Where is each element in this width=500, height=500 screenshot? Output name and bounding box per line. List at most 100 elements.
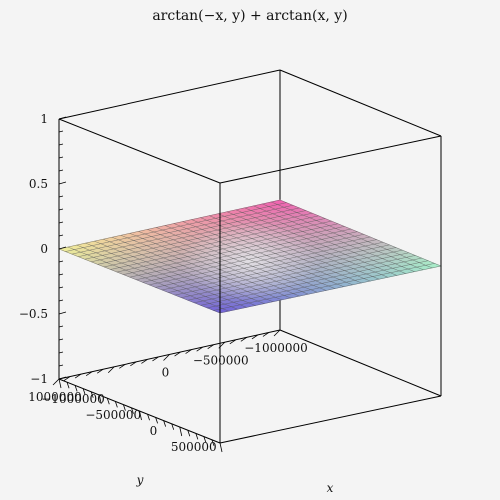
mesh-line	[181, 249, 403, 298]
mesh-line	[156, 227, 318, 293]
y-axis-label: y	[136, 473, 144, 487]
y-tick-mark	[85, 371, 93, 376]
mesh-line	[244, 207, 406, 274]
mesh-line	[97, 215, 319, 265]
mesh-line	[104, 218, 326, 268]
y-tick-mark	[240, 337, 248, 342]
z-tick-mark	[58, 195, 64, 198]
y-tick-mark	[273, 329, 281, 337]
x-tick-mark	[114, 401, 118, 408]
y-tick-mark	[141, 359, 148, 364]
z-tick-mark	[58, 286, 64, 289]
y-tick-mark	[107, 366, 115, 374]
mesh-line	[262, 203, 424, 270]
mesh-line	[91, 212, 313, 263]
x-tick-mark	[211, 439, 215, 446]
y-tick-mark	[74, 373, 82, 379]
surface-mesh	[57, 199, 443, 314]
z-tick-mark	[58, 325, 64, 328]
z-tick-mark	[58, 130, 64, 133]
z-tick-mark	[58, 234, 64, 237]
z-tick-mark	[58, 338, 64, 341]
box-edge	[219, 395, 442, 444]
x-tick-mark	[66, 382, 70, 389]
mesh-line	[67, 246, 229, 312]
x-tick-mark	[219, 442, 223, 453]
y-tick-mark	[163, 354, 170, 361]
x-tick-mark	[155, 417, 158, 424]
y-tick-mark	[262, 332, 270, 337]
z-tick-mark	[58, 143, 64, 146]
mesh-line	[213, 263, 435, 311]
mesh-line	[110, 220, 332, 270]
mesh-line	[65, 202, 287, 252]
x-tick-mark	[131, 407, 134, 414]
box-edge	[58, 118, 221, 184]
box-edge	[219, 135, 442, 184]
z-tick-mark	[58, 273, 64, 276]
mesh-line	[94, 240, 256, 306]
x-tick-mark	[139, 410, 142, 421]
mesh-line	[209, 215, 371, 282]
mesh-line	[129, 228, 351, 278]
z-tick-label: 0	[40, 242, 48, 256]
x-tick-label: 500000	[171, 440, 217, 454]
mesh-line	[78, 207, 300, 257]
x-tick-mark	[106, 398, 110, 405]
x-tick-mark	[171, 423, 175, 430]
mesh-line	[194, 255, 416, 304]
mesh-line	[235, 209, 397, 276]
mesh-line	[164, 225, 327, 291]
z-tick-mark	[58, 246, 67, 250]
box-edge	[279, 69, 442, 137]
mesh-line	[120, 235, 282, 301]
mesh-line	[138, 231, 300, 297]
mesh-line	[219, 265, 442, 314]
mesh-line	[174, 247, 396, 296]
z-tick-mark	[58, 156, 64, 159]
y-tick-mark	[251, 334, 259, 340]
mesh-line	[76, 244, 238, 310]
axis-ticks: 10.50−0.5−1−1000000−50000001000000−10000…	[19, 112, 308, 454]
x-tick-mark	[187, 430, 191, 437]
z-tick-mark	[58, 116, 67, 120]
z-tick-mark	[58, 376, 67, 380]
mesh-line	[161, 241, 384, 291]
mesh-line	[149, 236, 371, 286]
y-tick-mark	[229, 339, 237, 345]
x-tick-mark	[58, 378, 62, 389]
mesh-line	[207, 260, 429, 309]
chart-title: arctan(−x, y) + arctan(x, y)	[152, 8, 347, 24]
x-tick-mark	[123, 404, 126, 411]
y-tick-mark	[185, 349, 192, 354]
z-tick-mark	[58, 351, 64, 354]
x-tick-mark	[98, 394, 102, 405]
mesh-line	[123, 226, 345, 275]
mesh-line	[173, 223, 336, 289]
x-tick-mark	[203, 436, 207, 443]
x-tick-mark	[82, 388, 86, 395]
x-tick-mark	[195, 433, 199, 440]
mesh-line	[182, 221, 344, 287]
z-tick-label: 1	[40, 112, 48, 126]
mesh-line	[58, 248, 221, 314]
mesh-line	[147, 229, 309, 295]
y-tick-label: 0	[162, 366, 170, 380]
y-tick-mark	[218, 341, 226, 349]
mesh-line	[200, 217, 362, 284]
z-tick-label: 0.5	[29, 177, 48, 191]
box-edge	[58, 69, 281, 120]
z-tick-mark	[58, 260, 64, 263]
mesh-line	[136, 231, 358, 280]
mesh-line	[187, 252, 409, 301]
z-tick-mark	[58, 169, 64, 172]
z-tick-mark	[58, 299, 64, 302]
z-tick-mark	[58, 181, 67, 185]
mesh-line	[58, 199, 281, 250]
x-tick-mark	[179, 426, 183, 437]
x-tick-label: −500000	[85, 408, 141, 422]
y-tick-mark	[152, 356, 159, 362]
z-tick-mark	[58, 208, 64, 211]
